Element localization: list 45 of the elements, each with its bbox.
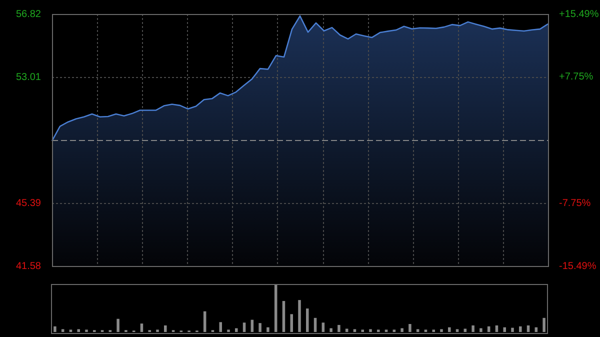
y2-tick-label: +15.49%	[559, 8, 599, 20]
bar	[369, 329, 372, 332]
y-tick-label: 56.82	[16, 8, 42, 20]
bar	[274, 285, 278, 332]
bar	[282, 300, 286, 332]
bar	[258, 323, 262, 332]
bar	[77, 329, 80, 332]
bar	[140, 324, 144, 332]
bar	[519, 326, 522, 332]
bar	[116, 318, 120, 332]
bar	[266, 327, 270, 332]
bar	[203, 311, 206, 332]
bar	[219, 322, 222, 332]
bar	[54, 326, 56, 332]
bar	[235, 328, 238, 332]
bar	[298, 300, 301, 332]
bar	[480, 328, 482, 332]
bar	[314, 318, 317, 332]
bar	[61, 329, 64, 332]
bar	[416, 329, 420, 332]
bar	[503, 327, 506, 332]
bar	[542, 318, 546, 332]
y2-tick-label: -7.75%	[559, 198, 591, 209]
bar	[511, 328, 514, 332]
bar	[242, 322, 246, 332]
bar	[330, 328, 332, 332]
bar	[306, 308, 309, 332]
y2-tick-label: -15.49%	[559, 260, 596, 272]
y-tick-label: 45.39	[16, 198, 42, 209]
bar	[408, 324, 412, 332]
bar	[290, 314, 293, 332]
bar	[345, 328, 348, 332]
y-tick-label: 41.58	[16, 260, 42, 272]
bar	[448, 327, 451, 332]
bar	[322, 322, 325, 332]
bar	[338, 324, 340, 332]
bar	[400, 328, 404, 332]
bar	[472, 325, 474, 332]
bar	[464, 328, 467, 332]
y-tick-label: 53.01	[16, 72, 42, 83]
y2-tick-label: +7.75%	[559, 72, 594, 83]
bar	[456, 329, 459, 332]
bar	[440, 329, 443, 332]
bar	[164, 325, 167, 332]
bar	[353, 329, 356, 332]
